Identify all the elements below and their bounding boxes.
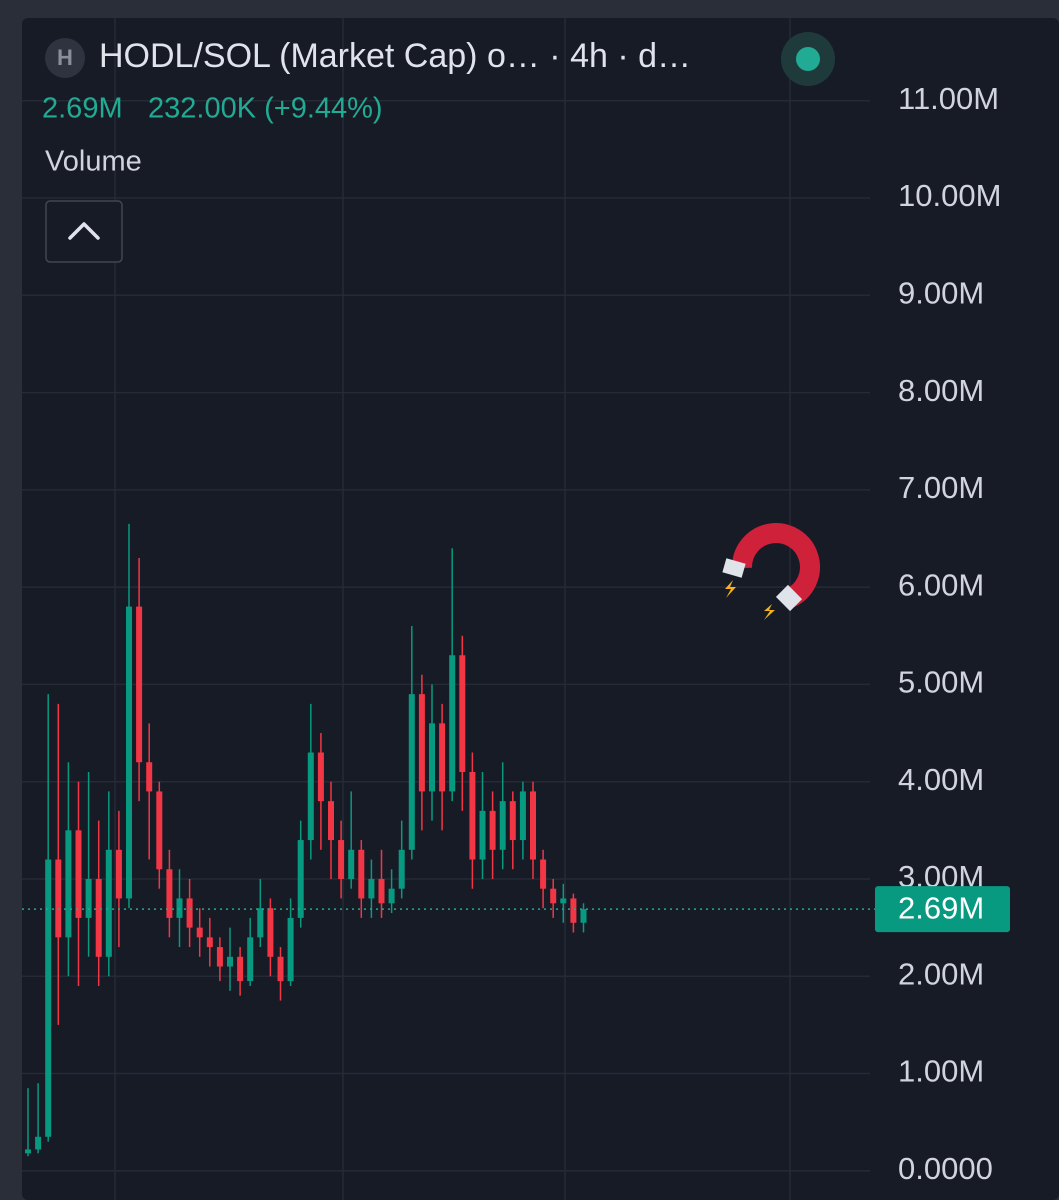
candle-body [277,956,284,982]
candle-body [55,859,62,938]
candle-body [378,878,385,904]
y-tick-label: 5.00M [898,665,984,700]
candle-body [560,898,567,904]
symbol-icon [45,38,85,78]
candle-body [408,694,415,850]
y-tick-label: 1.00M [898,1054,984,1089]
y-tick-label: 10.00M [898,178,1001,213]
candle-body [429,723,435,792]
magnet-tip [722,558,746,578]
candle-body [126,606,132,899]
y-tick-label: 0.0000 [898,1151,993,1186]
price-change: 232.00K (+9.44%) [148,93,383,125]
candle-body [540,859,547,889]
candle-body [328,801,334,841]
candle-body [75,830,82,918]
candle-body [206,937,213,948]
candle-body [388,888,395,904]
candle-body [550,888,557,904]
candle-body [338,840,345,879]
last-price-box [875,886,1010,933]
last-price-label: 2.69M [898,890,984,925]
candle-body [257,908,264,938]
symbol-icon-letter: H [57,45,73,70]
candle-body [35,1136,42,1150]
candle-body [398,849,405,889]
candle-body [227,956,233,967]
candle-body [580,909,587,923]
y-tick-label: 9.00M [898,275,984,310]
candle-body [449,655,456,792]
candle-body [25,1149,31,1154]
candle-body [136,606,143,763]
candle-body [479,810,486,860]
magnet-tip [775,584,803,612]
candle-body [186,898,193,928]
chart-panel [22,18,1059,1200]
candle-body [237,956,244,982]
candle-body [418,694,425,792]
candle-body [459,655,466,772]
status-dot [796,47,820,71]
chart-title[interactable]: HODL/SOL (Market Cap) o… · 4h · d… [99,37,691,75]
candle-body [65,830,72,938]
magnet-icon [722,523,820,620]
candle-body [45,859,52,1137]
candle-body [85,878,92,918]
candle-body [95,878,102,957]
y-tick-label: 2.00M [898,956,984,991]
candle-body [166,869,173,918]
candle-body [509,801,516,841]
y-tick-label: 7.00M [898,470,984,505]
candle-body [156,791,163,870]
candle-body [105,849,112,957]
candle-body [348,849,355,879]
candle-body [368,878,375,899]
last-price: 2.69M [42,93,123,125]
candle-body [499,801,506,850]
collapse-button[interactable] [45,200,123,263]
candle-body [287,917,294,982]
y-tick-label: 6.00M [898,567,984,602]
candle-body [519,791,526,841]
candle-body [115,849,122,899]
candle-body [489,810,496,850]
candle-body [176,898,183,918]
y-tick-label: 11.00M [898,81,999,116]
collapse-chevron [68,222,100,240]
y-tick-label: 4.00M [898,762,984,797]
spark [764,604,775,620]
spark [725,580,736,598]
indicator-label[interactable]: Volume [45,146,142,178]
candle-body [469,771,476,860]
candle-body [317,752,324,802]
candle-body [439,723,446,792]
candle-body [570,898,577,923]
candle-body [297,840,304,918]
candle-body [307,752,314,841]
magnet-body [731,523,820,608]
candle-body [216,947,223,967]
candle-body [146,762,153,792]
candle-body [247,937,254,982]
y-tick-label: 8.00M [898,373,984,408]
candle-body [358,849,365,899]
candle-body [530,791,536,860]
candle-body [196,927,203,938]
candle-body [267,908,274,957]
